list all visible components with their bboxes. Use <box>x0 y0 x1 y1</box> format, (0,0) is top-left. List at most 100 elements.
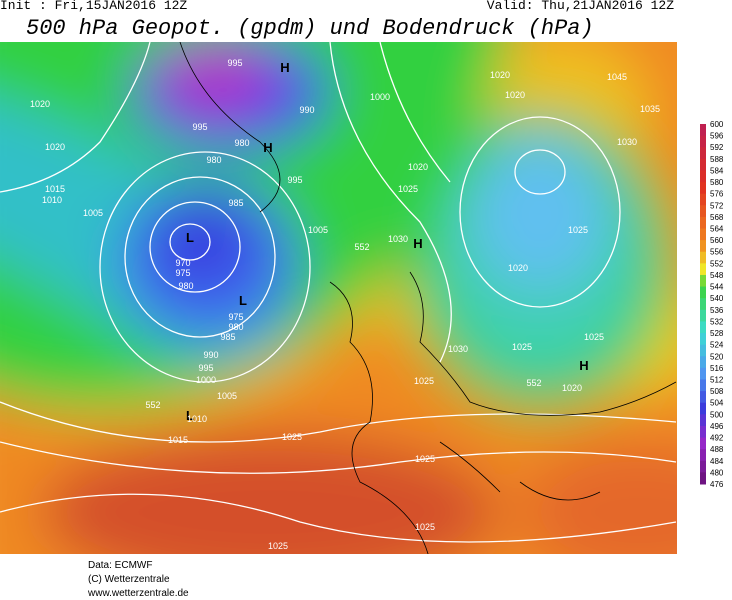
data-source: Data: ECMWF <box>88 560 153 571</box>
isobar-label: 975 <box>175 268 190 278</box>
isobar-label: 1010 <box>42 195 62 205</box>
valid-time: Valid: Thu,21JAN2016 12Z <box>486 0 674 13</box>
color-swatch <box>700 472 706 485</box>
pressure-center: L <box>239 293 247 308</box>
colorbar-label: 596 <box>710 132 724 141</box>
isobar-label: 1000 <box>196 375 216 385</box>
isobar-label: 980 <box>228 322 243 332</box>
colorbar-label: 584 <box>710 166 724 175</box>
isobar-label: 1025 <box>584 332 604 342</box>
colorbar-label: 492 <box>710 434 724 443</box>
colorbar-label: 532 <box>710 317 724 326</box>
isobar-label: 1000 <box>370 92 390 102</box>
isobar-label: 1030 <box>448 344 468 354</box>
color-swatch <box>700 228 706 241</box>
color-swatch <box>700 205 706 218</box>
color-swatch <box>700 147 706 160</box>
isobar-label: 1030 <box>388 234 408 244</box>
colorbar-label: 540 <box>710 294 724 303</box>
isobar-label: 990 <box>203 350 218 360</box>
color-swatch <box>700 356 706 369</box>
isobar-label: 1020 <box>490 70 510 80</box>
colorbar-label: 572 <box>710 201 724 210</box>
colorbar-label: 552 <box>710 259 724 268</box>
color-swatch <box>700 367 706 380</box>
color-swatch <box>700 437 706 450</box>
colorbar-label: 524 <box>710 341 724 350</box>
isobar-label: 1020 <box>45 142 65 152</box>
isobar-label: 995 <box>198 363 213 373</box>
isobar-label: 1025 <box>282 432 302 442</box>
coastlines <box>179 42 677 554</box>
color-swatch <box>700 402 706 415</box>
colorbar-label: 528 <box>710 329 724 338</box>
color-swatch <box>700 251 706 264</box>
isobar-label: 995 <box>287 175 302 185</box>
colorbar-label: 580 <box>710 178 724 187</box>
color-swatch <box>700 193 706 206</box>
color-swatch <box>700 414 706 427</box>
isobar-label: 1035 <box>640 104 660 114</box>
map: 995 H 1020 995 980 H 990 1000 1020 1020 1045 1035 10… <box>0 42 677 554</box>
isobar-label: 995 <box>227 58 242 68</box>
isobar-label: 975 <box>228 312 243 322</box>
color-swatch <box>700 263 706 276</box>
colorbar-label: 556 <box>710 248 724 257</box>
isobar-label: 995 <box>192 122 207 132</box>
pressure-center: H <box>263 140 272 155</box>
isobar-label: 1015 <box>45 184 65 194</box>
colorbar-label: 564 <box>710 225 724 234</box>
isobar-label: 1020 <box>30 99 50 109</box>
isobar-label: 1025 <box>568 225 588 235</box>
colorbar-label: 548 <box>710 271 724 280</box>
isobar-label: 1020 <box>408 162 428 172</box>
color-swatch <box>700 425 706 439</box>
color-swatch <box>700 286 706 299</box>
isobar-label: 1045 <box>607 72 627 82</box>
isobar-label: 1030 <box>617 137 637 147</box>
pressure-center: H <box>413 236 422 251</box>
colorbar-label: 576 <box>710 190 724 199</box>
isobar-label: 1025 <box>414 376 434 386</box>
pressure-center: H <box>579 358 588 373</box>
color-swatch <box>700 344 706 357</box>
color-swatch <box>700 449 706 462</box>
init-time: Init : Fri,15JAN2016 12Z <box>0 0 188 13</box>
isobar-label: 1025 <box>268 541 288 551</box>
color-swatch <box>700 216 706 230</box>
color-swatch <box>700 321 706 334</box>
colorbar-label: 476 <box>710 480 724 489</box>
color-swatch <box>700 240 706 253</box>
color-swatch <box>700 460 706 473</box>
colorbar-label: 496 <box>710 422 724 431</box>
color-swatch <box>700 333 706 346</box>
isobar-label: 1015 <box>168 435 188 445</box>
geopotential-field <box>0 42 677 554</box>
isobar-label: 970 <box>175 258 190 268</box>
colorbar-label: 560 <box>710 236 724 245</box>
isobar-label: 1005 <box>308 225 328 235</box>
colorbar: 600 596 592 588 584 580 576 572 568 564 560 556 552 5… <box>700 120 724 489</box>
isobar-label: 1025 <box>415 522 435 532</box>
isobar-label: 990 <box>299 105 314 115</box>
isobar-label: 1025 <box>398 184 418 194</box>
colorbar-label: 592 <box>710 143 724 152</box>
isobar-label: 552 <box>354 242 369 252</box>
color-swatch <box>700 158 706 171</box>
colorbar-label: 512 <box>710 375 724 384</box>
colorbar-label: 588 <box>710 155 724 164</box>
isobar-label: 980 <box>178 281 193 291</box>
colorbar-label: 544 <box>710 283 724 292</box>
colorbar-label: 488 <box>710 445 724 454</box>
isobar-label: 1020 <box>505 90 525 100</box>
colorbar-label: 520 <box>710 352 724 361</box>
colorbar-label: 508 <box>710 387 724 396</box>
color-swatch <box>700 182 706 195</box>
website: www.wetterzentrale.de <box>88 588 189 599</box>
colorbar-label: 500 <box>710 410 724 419</box>
colorbar-label: 600 <box>710 120 724 129</box>
colorbar-label: 484 <box>710 457 724 466</box>
pressure-center: L <box>186 408 194 423</box>
color-swatch <box>700 309 706 322</box>
